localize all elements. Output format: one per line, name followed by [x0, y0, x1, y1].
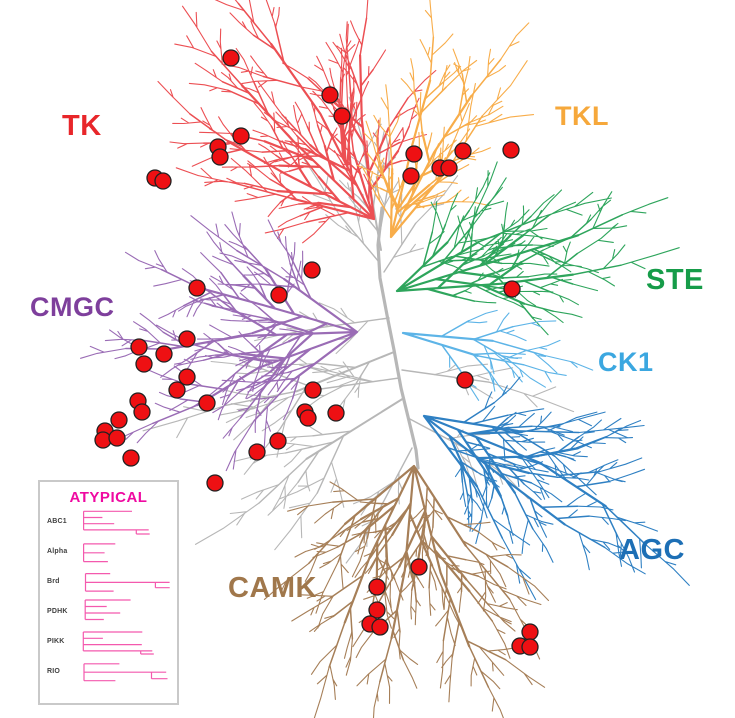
kinase-marker-dot	[154, 172, 172, 190]
kinase-marker-dot	[188, 279, 206, 297]
atypical-rows: ABC1 Alpha Brd PDHK PIKK RIO	[40, 506, 177, 686]
kinase-marker-dot	[502, 141, 520, 159]
branches-ck1-main	[401, 331, 494, 357]
kinase-marker-dot	[130, 338, 148, 356]
group-label-camk: CAMK	[228, 572, 317, 604]
atypical-title: ATYPICAL	[69, 489, 148, 506]
kinase-marker-dot	[521, 623, 539, 641]
group-label-agc: AGC	[619, 534, 685, 566]
kinase-marker-dot	[178, 330, 196, 348]
kinase-marker-dot	[168, 381, 186, 399]
central-trunk	[376, 206, 420, 470]
atypical-dendrogram	[83, 543, 116, 563]
group-label-tk: TK	[62, 110, 102, 142]
atypical-item-label: Alpha	[47, 547, 68, 555]
kinase-marker-dot	[248, 443, 266, 461]
kinase-marker-dot	[133, 403, 151, 421]
kinase-marker-dot	[503, 280, 521, 298]
branches-ste-main	[395, 234, 580, 305]
atypical-row-rio: RIO	[40, 656, 177, 686]
kinase-marker-dot	[206, 474, 224, 492]
atypical-item-label: ABC1	[47, 517, 67, 525]
atypical-inset: ATYPICAL ABC1 Alpha Brd PDHK PIKK RIO	[38, 480, 179, 705]
kinase-marker-dot	[299, 409, 317, 427]
branches-tk-mid	[189, 2, 410, 223]
kinase-marker-dot	[211, 148, 229, 166]
kinase-marker-dot	[178, 368, 196, 386]
kinase-marker-dot	[222, 49, 240, 67]
group-label-tkl: TKL	[555, 101, 609, 131]
kinase-marker-dot	[270, 286, 288, 304]
kinase-marker-dot	[135, 355, 153, 373]
kinase-marker-dot	[110, 411, 128, 429]
kinase-marker-dot	[368, 601, 386, 619]
atypical-item-label: PIKK	[47, 637, 65, 645]
atypical-item-label: PDHK	[47, 607, 68, 615]
kinase-marker-dot	[368, 578, 386, 596]
kinase-marker-dot	[440, 159, 458, 177]
kinase-marker-dot	[410, 558, 428, 576]
kinase-marker-dot	[521, 638, 539, 656]
branches-agc-fine	[454, 376, 690, 601]
kinase-marker-dot	[122, 449, 140, 467]
atypical-dendrogram	[84, 573, 170, 592]
group-label-cmgc: CMGC	[30, 292, 115, 322]
kinase-marker-dot	[304, 381, 322, 399]
group-label-ck1: CK1	[598, 347, 654, 377]
kinase-marker-dot	[321, 86, 339, 104]
kinase-marker-dot	[155, 345, 173, 363]
atypical-dendrogram	[84, 599, 131, 621]
kinase-marker-dot	[232, 127, 250, 145]
atypical-row-alpha: Alpha	[40, 536, 177, 566]
atypical-row-pikk: PIKK	[40, 626, 177, 656]
kinase-marker-dot	[327, 404, 345, 422]
kinase-marker-dot	[454, 142, 472, 160]
branches-camk-mid	[308, 485, 511, 688]
group-label-ste: STE	[646, 264, 704, 296]
kinase-marker-dot	[303, 261, 321, 279]
branches-tk-fine	[157, 0, 437, 244]
atypical-item-label: Brd	[47, 577, 60, 585]
kinase-marker-dot	[108, 429, 126, 447]
atypical-dendrogram	[82, 631, 154, 655]
atypical-dendrogram	[83, 663, 168, 682]
atypical-row-abc1: ABC1	[40, 506, 177, 536]
atypical-item-label: RIO	[47, 667, 61, 675]
kinase-marker-dot	[456, 371, 474, 389]
kinase-marker-dot	[198, 394, 216, 412]
branches-camk-fine	[263, 481, 550, 718]
kinase-marker-dot	[402, 167, 420, 185]
atypical-dendrogram	[83, 510, 150, 535]
kinase-marker-dot	[371, 618, 389, 636]
branches-ck1-fine	[449, 309, 594, 401]
branches-cmgc-mid	[125, 246, 317, 425]
atypical-row-pdhk: PDHK	[40, 596, 177, 626]
kinase-marker-dot	[269, 432, 287, 450]
atypical-row-brd: Brd	[40, 566, 177, 596]
kinase-marker-dot	[333, 107, 351, 125]
kinase-marker-dot	[405, 145, 423, 163]
branches-ck1-mid	[440, 320, 544, 375]
